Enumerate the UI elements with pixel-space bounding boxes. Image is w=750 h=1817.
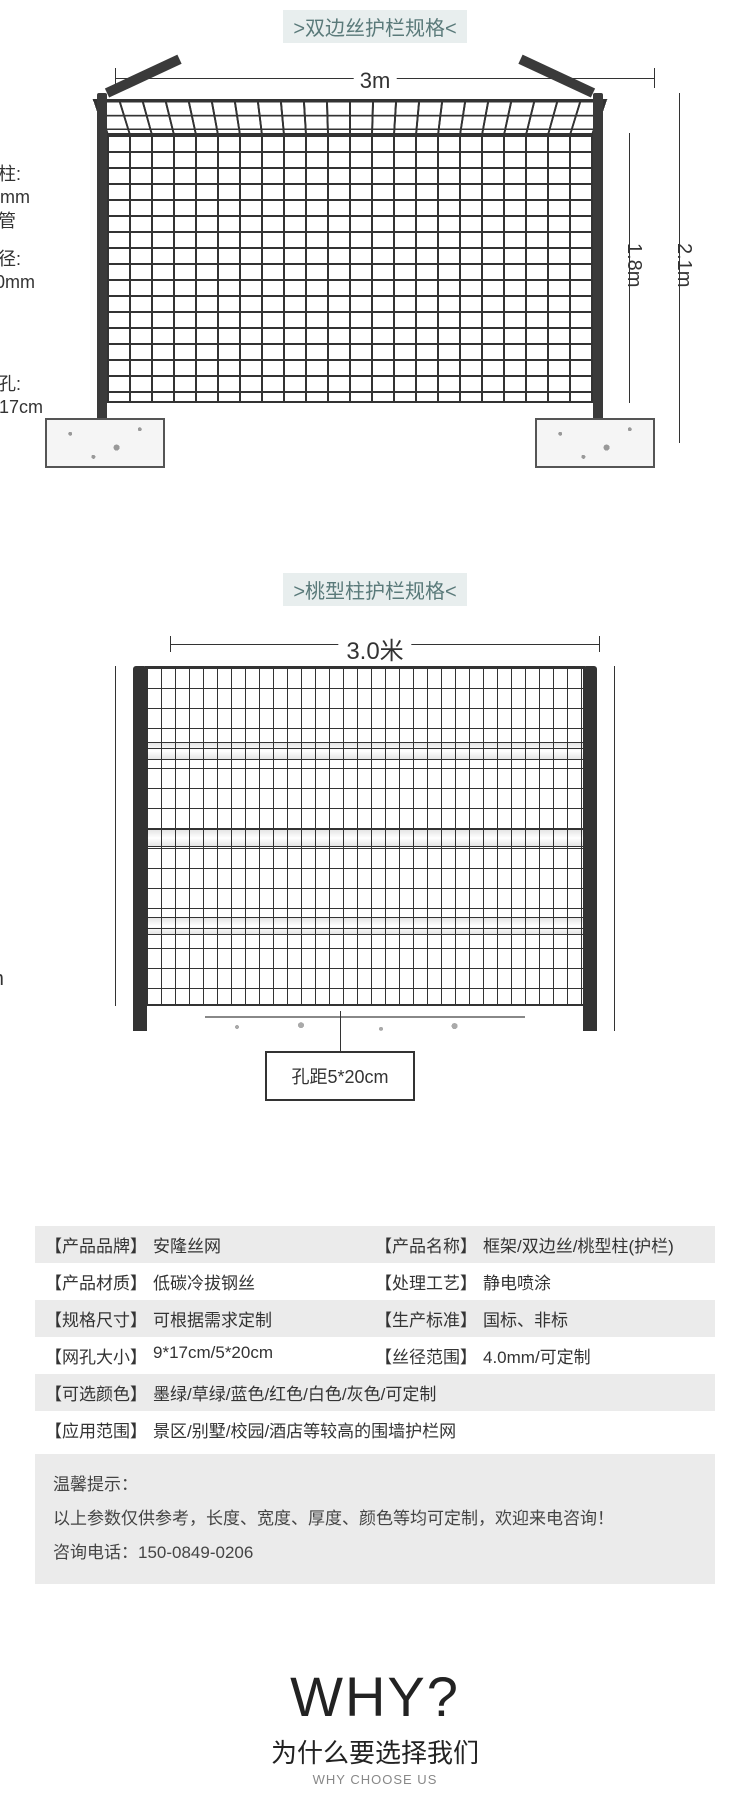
spec-key: 网孔大小 <box>45 1343 147 1368</box>
d2-post-left <box>133 666 147 1031</box>
d1-label-hole: 网孔: 9x17cm <box>0 373 43 420</box>
spec-key: 产品品牌 <box>45 1232 147 1257</box>
d1-width-label: 3m <box>354 68 397 94</box>
d2-bend-2 <box>147 829 583 847</box>
section1-title-wrap: >双边丝护栏规格< <box>0 10 750 43</box>
d2-callout-line <box>340 1011 341 1051</box>
why-block: WHY? 为什么要选择我们 WHY CHOOSE US <box>0 1644 750 1817</box>
d2-mesh <box>145 666 585 1006</box>
section2-title-wrap: >桃型柱护栏规格< <box>0 573 750 606</box>
d2-callout: 孔距5*20cm <box>265 1051 415 1101</box>
d1-mesh <box>105 133 595 403</box>
spec-key: 应用范围 <box>45 1417 147 1442</box>
spec-key: 产品名称 <box>375 1232 477 1257</box>
d1-height-outer: 2.1m <box>672 243 695 287</box>
d1-foundation-left <box>45 418 165 468</box>
spec-row: 可选颜色墨绿/草绿/蓝色/红色/白色/灰色/可定制 <box>35 1374 715 1411</box>
why-en: WHY CHOOSE US <box>0 1772 750 1787</box>
spec-val: 9*17cm/5*20cm <box>153 1343 273 1368</box>
d2-bend-3 <box>147 917 583 935</box>
diagram1: 3m 1.8m 2.1m 立柱: 48mm 圆管 丝径: 4.0mm 网孔: 9… <box>35 73 715 473</box>
spec-val: 可根据需求定制 <box>153 1306 272 1331</box>
spec-key: 处理工艺 <box>375 1269 477 1294</box>
d1-mesh-top <box>93 99 608 135</box>
d1-post-right <box>593 93 603 443</box>
spec-row: 应用范围景区/别墅/校园/酒店等较高的围墙护栏网 <box>35 1411 715 1448</box>
notice: 温馨提示： 以上参数仅供参考，长度、宽度、厚度、颜色等均可定制，欢迎来电咨询！ … <box>35 1454 715 1584</box>
d1-foundation-right <box>535 418 655 468</box>
notice-line2: 咨询电话：150-0849-0206 <box>53 1536 697 1570</box>
d1-post-left <box>97 93 107 443</box>
notice-block: 温馨提示： 以上参数仅供参考，长度、宽度、厚度、颜色等均可定制，欢迎来电咨询！ … <box>35 1454 715 1584</box>
d2-ground <box>205 1016 525 1036</box>
diagram2-container: 3.0米 孔距5*20cm 网面: 1.8m 10cm 立柱: 1.9m <box>0 636 750 1106</box>
spec-val: 低碳冷拔钢丝 <box>153 1269 255 1294</box>
spec-key: 可选颜色 <box>45 1380 147 1405</box>
section2-title: >桃型柱护栏规格< <box>283 573 466 606</box>
d1-label-wire: 丝径: 4.0mm <box>0 248 35 295</box>
why-sub: 为什么要选择我们 <box>0 1733 750 1770</box>
spec-val: 墨绿/草绿/蓝色/红色/白色/灰色/可定制 <box>153 1380 436 1405</box>
why-heading: WHY? <box>0 1664 750 1729</box>
notice-title: 温馨提示： <box>53 1468 697 1502</box>
d1-label-post: 立柱: 48mm 圆管 <box>0 163 30 233</box>
diagram1-container: 3m 1.8m 2.1m 立柱: 48mm 圆管 丝径: 4.0mm 网孔: 9… <box>0 73 750 513</box>
d2-fence: 孔距5*20cm <box>145 666 585 1006</box>
notice-line1: 以上参数仅供参考，长度、宽度、厚度、颜色等均可定制，欢迎来电咨询！ <box>53 1502 697 1536</box>
spec-val: 静电喷涂 <box>483 1269 551 1294</box>
section1-title: >双边丝护栏规格< <box>283 10 466 43</box>
d1-height-inner: 1.8m <box>622 243 645 287</box>
d2-vline-left <box>115 666 116 1006</box>
spec-val: 4.0mm/可定制 <box>483 1343 591 1368</box>
spec-val: 安隆丝网 <box>153 1232 221 1257</box>
d2-vline-right <box>614 666 615 1031</box>
spec-val: 框架/双边丝/桃型柱(护栏) <box>483 1232 674 1257</box>
d1-fence: 1.8m 2.1m <box>105 93 595 413</box>
divider <box>0 1584 750 1644</box>
d2-label-netface: 网面: 1.8m <box>0 806 1 858</box>
d1-angled-right <box>518 55 595 98</box>
spec-val: 景区/别墅/校园/酒店等较高的围墙护栏网 <box>153 1417 456 1442</box>
spec-key: 规格尺寸 <box>45 1306 147 1331</box>
d2-bend-1 <box>147 742 583 760</box>
spec-val: 国标、非标 <box>483 1306 568 1331</box>
d2-label-gap: 10cm <box>0 966 4 992</box>
d2-post-right <box>583 666 597 1031</box>
spec-row: 规格尺寸可根据需求定制 生产标准国标、非标 <box>35 1300 715 1337</box>
spec-row: 产品材质低碳冷拔钢丝 处理工艺静电喷涂 <box>35 1263 715 1300</box>
spec-row: 网孔大小9*17cm/5*20cm 丝径范围4.0mm/可定制 <box>35 1337 715 1374</box>
d2-width-label: 3.0米 <box>338 631 411 666</box>
spec-table: 产品品牌安隆丝网 产品名称框架/双边丝/桃型柱(护栏) 产品材质低碳冷拔钢丝 处理工艺… <box>35 1226 715 1448</box>
diagram2: 3.0米 孔距5*20cm 网面: 1.8m 10cm 立柱: 1.9m <box>35 636 715 1066</box>
spec-row: 产品品牌安隆丝网 产品名称框架/双边丝/桃型柱(护栏) <box>35 1226 715 1263</box>
spec-key: 丝径范围 <box>375 1343 477 1368</box>
spec-key: 产品材质 <box>45 1269 147 1294</box>
d1-angled-left <box>105 55 182 98</box>
spec-key: 生产标准 <box>375 1306 477 1331</box>
